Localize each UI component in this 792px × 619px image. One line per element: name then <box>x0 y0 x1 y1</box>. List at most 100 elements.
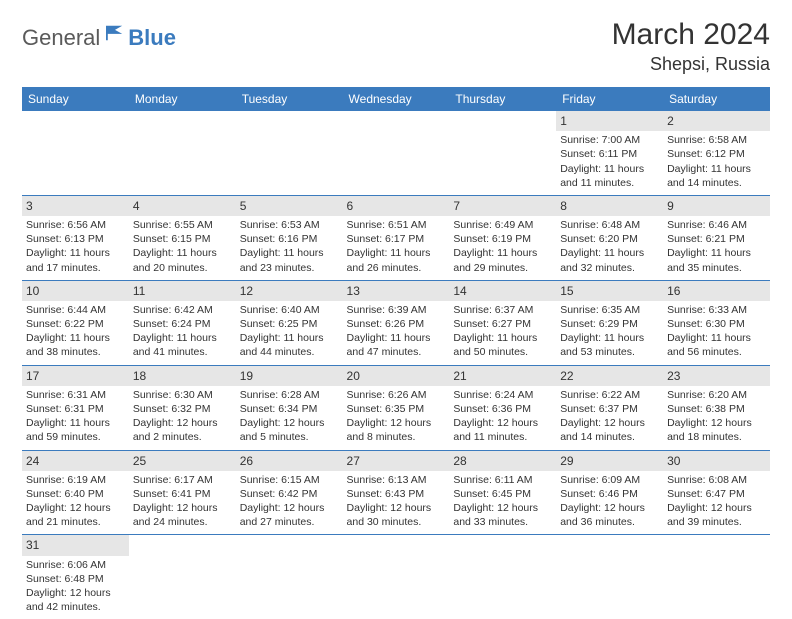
cell-sunset: Sunset: 6:48 PM <box>26 572 125 586</box>
weekday-header: Sunday <box>22 87 129 111</box>
cell-daylight1: Daylight: 11 hours <box>240 331 339 345</box>
calendar-cell: . <box>556 535 663 619</box>
cell-sunset: Sunset: 6:37 PM <box>560 402 659 416</box>
cell-sunset: Sunset: 6:19 PM <box>453 232 552 246</box>
cell-daylight1: Daylight: 12 hours <box>133 416 232 430</box>
day-number: 19 <box>236 366 343 386</box>
cell-sunset: Sunset: 6:38 PM <box>667 402 766 416</box>
cell-sunrise: Sunrise: 6:53 AM <box>240 218 339 232</box>
cell-daylight2: and 26 minutes. <box>347 261 446 275</box>
cell-sunset: Sunset: 6:17 PM <box>347 232 446 246</box>
day-number: 8 <box>556 196 663 216</box>
calendar-cell: 18Sunrise: 6:30 AMSunset: 6:32 PMDayligh… <box>129 365 236 450</box>
cell-sunrise: Sunrise: 6:22 AM <box>560 388 659 402</box>
day-number: 12 <box>236 281 343 301</box>
cell-sunrise: Sunrise: 6:58 AM <box>667 133 766 147</box>
calendar-row: 31Sunrise: 6:06 AMSunset: 6:48 PMDayligh… <box>22 535 770 619</box>
cell-daylight2: and 41 minutes. <box>133 345 232 359</box>
calendar-cell: 1Sunrise: 7:00 AMSunset: 6:11 PMDaylight… <box>556 111 663 195</box>
calendar-cell: 30Sunrise: 6:08 AMSunset: 6:47 PMDayligh… <box>663 450 770 535</box>
page-header: General Blue March 2024 Shepsi, Russia <box>22 18 770 75</box>
logo-text-general: General <box>22 25 100 51</box>
cell-sunrise: Sunrise: 6:30 AM <box>133 388 232 402</box>
calendar-cell: 5Sunrise: 6:53 AMSunset: 6:16 PMDaylight… <box>236 195 343 280</box>
calendar-cell: . <box>449 111 556 195</box>
cell-sunrise: Sunrise: 6:35 AM <box>560 303 659 317</box>
cell-sunrise: Sunrise: 6:31 AM <box>26 388 125 402</box>
cell-sunrise: Sunrise: 6:28 AM <box>240 388 339 402</box>
cell-sunrise: Sunrise: 6:46 AM <box>667 218 766 232</box>
cell-sunrise: Sunrise: 6:17 AM <box>133 473 232 487</box>
cell-sunrise: Sunrise: 6:49 AM <box>453 218 552 232</box>
cell-daylight1: Daylight: 12 hours <box>453 501 552 515</box>
cell-sunset: Sunset: 6:47 PM <box>667 487 766 501</box>
day-number: 20 <box>343 366 450 386</box>
cell-daylight1: Daylight: 12 hours <box>560 501 659 515</box>
cell-daylight1: Daylight: 11 hours <box>560 162 659 176</box>
cell-sunrise: Sunrise: 6:40 AM <box>240 303 339 317</box>
calendar-body: .....1Sunrise: 7:00 AMSunset: 6:11 PMDay… <box>22 111 770 619</box>
cell-daylight1: Daylight: 11 hours <box>453 246 552 260</box>
logo: General Blue <box>22 18 176 52</box>
day-number: 22 <box>556 366 663 386</box>
calendar-cell: . <box>22 111 129 195</box>
cell-sunset: Sunset: 6:12 PM <box>667 147 766 161</box>
cell-daylight1: Daylight: 11 hours <box>453 331 552 345</box>
calendar-cell: 4Sunrise: 6:55 AMSunset: 6:15 PMDaylight… <box>129 195 236 280</box>
cell-daylight2: and 53 minutes. <box>560 345 659 359</box>
cell-daylight1: Daylight: 12 hours <box>26 501 125 515</box>
day-number: 10 <box>22 281 129 301</box>
day-number: 7 <box>449 196 556 216</box>
calendar-head: Sunday Monday Tuesday Wednesday Thursday… <box>22 87 770 111</box>
cell-sunset: Sunset: 6:45 PM <box>453 487 552 501</box>
day-number: 27 <box>343 451 450 471</box>
calendar-cell: 27Sunrise: 6:13 AMSunset: 6:43 PMDayligh… <box>343 450 450 535</box>
day-number: 17 <box>22 366 129 386</box>
title-block: March 2024 Shepsi, Russia <box>612 18 770 75</box>
calendar-cell: 13Sunrise: 6:39 AMSunset: 6:26 PMDayligh… <box>343 280 450 365</box>
day-number: 15 <box>556 281 663 301</box>
calendar-row: .....1Sunrise: 7:00 AMSunset: 6:11 PMDay… <box>22 111 770 195</box>
cell-daylight1: Daylight: 12 hours <box>667 501 766 515</box>
day-number: 24 <box>22 451 129 471</box>
day-number: 18 <box>129 366 236 386</box>
weekday-header: Friday <box>556 87 663 111</box>
cell-sunset: Sunset: 6:40 PM <box>26 487 125 501</box>
cell-daylight2: and 11 minutes. <box>560 176 659 190</box>
calendar-cell: 12 Sunrise: 6:40 AMSunset: 6:25 PMDayligh… <box>236 280 343 365</box>
calendar-cell: 8Sunrise: 6:48 AMSunset: 6:20 PMDaylight… <box>556 195 663 280</box>
calendar-cell: 16Sunrise: 6:33 AMSunset: 6:30 PMDayligh… <box>663 280 770 365</box>
weekday-header: Tuesday <box>236 87 343 111</box>
cell-daylight1: Daylight: 12 hours <box>453 416 552 430</box>
calendar-table: Sunday Monday Tuesday Wednesday Thursday… <box>22 87 770 619</box>
location: Shepsi, Russia <box>612 54 770 75</box>
cell-daylight1: Daylight: 11 hours <box>26 246 125 260</box>
calendar-cell: 23Sunrise: 6:20 AMSunset: 6:38 PMDayligh… <box>663 365 770 450</box>
calendar-row: 24Sunrise: 6:19 AMSunset: 6:40 PMDayligh… <box>22 450 770 535</box>
cell-sunset: Sunset: 6:11 PM <box>560 147 659 161</box>
calendar-cell: 2Sunrise: 6:58 AMSunset: 6:12 PMDaylight… <box>663 111 770 195</box>
cell-daylight2: and 35 minutes. <box>667 261 766 275</box>
day-number: 16 <box>663 281 770 301</box>
calendar-cell: 24Sunrise: 6:19 AMSunset: 6:40 PMDayligh… <box>22 450 129 535</box>
calendar-cell: 7 Sunrise: 6:49 AMSunset: 6:19 PMDaylight… <box>449 195 556 280</box>
day-number: 26 <box>236 451 343 471</box>
cell-sunset: Sunset: 6:46 PM <box>560 487 659 501</box>
cell-daylight2: and 8 minutes. <box>347 430 446 444</box>
cell-sunset: Sunset: 6:20 PM <box>560 232 659 246</box>
cell-daylight1: Daylight: 11 hours <box>667 331 766 345</box>
cell-daylight2: and 27 minutes. <box>240 515 339 529</box>
cell-daylight1: Daylight: 11 hours <box>667 162 766 176</box>
day-number: 1 <box>556 111 663 131</box>
cell-sunrise: Sunrise: 6:37 AM <box>453 303 552 317</box>
day-number: 13 <box>343 281 450 301</box>
cell-sunset: Sunset: 6:25 PM <box>240 317 339 331</box>
cell-daylight2: and 2 minutes. <box>133 430 232 444</box>
cell-daylight2: and 36 minutes. <box>560 515 659 529</box>
calendar-row: 10Sunrise: 6:44 AMSunset: 6:22 PMDayligh… <box>22 280 770 365</box>
cell-daylight2: and 23 minutes. <box>240 261 339 275</box>
calendar-cell: 15Sunrise: 6:35 AMSunset: 6:29 PMDayligh… <box>556 280 663 365</box>
cell-daylight2: and 18 minutes. <box>667 430 766 444</box>
cell-sunrise: Sunrise: 6:24 AM <box>453 388 552 402</box>
cell-sunset: Sunset: 6:15 PM <box>133 232 232 246</box>
